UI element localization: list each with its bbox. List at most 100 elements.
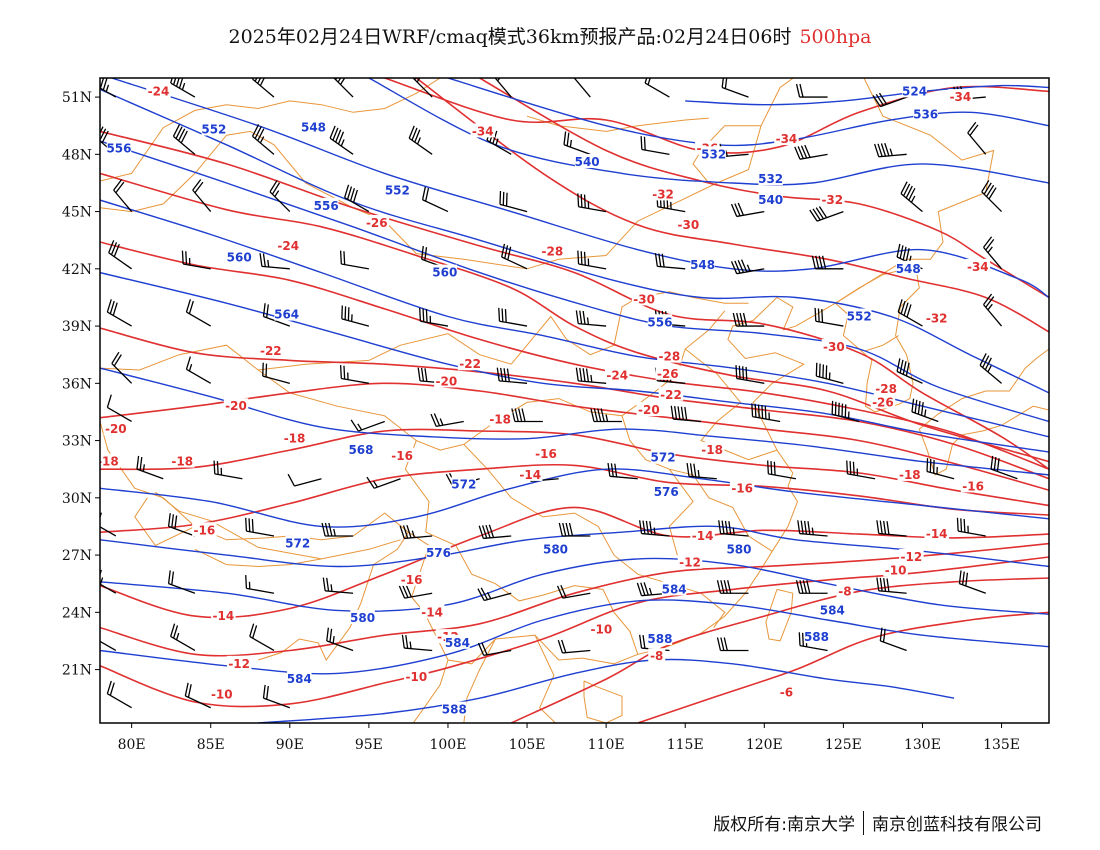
height-label-bg (432, 264, 458, 279)
temperature-contour (100, 463, 1049, 533)
height-label: 576 (654, 485, 679, 499)
lon-tick-label: 90E (276, 737, 304, 753)
wind-barb (558, 522, 591, 537)
temperature-label-bg (146, 83, 171, 98)
height-label: 588 (442, 703, 467, 717)
border-line (684, 348, 778, 461)
wind-barb (716, 637, 749, 652)
wind-barb (113, 179, 133, 212)
temperature-label-bg (883, 562, 908, 577)
wind-barb (321, 522, 354, 537)
wind-barb (797, 520, 828, 537)
title-main: 2025年02月24日WRF/cmaq模式36km预报产品:02月24日06时 (228, 26, 792, 48)
temperature-label-bg (924, 310, 949, 325)
temperature-contour (100, 382, 1049, 491)
copyright-separator (863, 810, 864, 835)
wind-barb (251, 78, 275, 98)
wind-barb (184, 682, 211, 709)
height-label-bg (653, 484, 679, 499)
wind-barb (577, 193, 607, 213)
height-label: 548 (896, 262, 921, 276)
height-contour (685, 84, 1049, 106)
map-frame (99, 77, 1050, 724)
temperature-label: -16 (401, 573, 423, 587)
temperature-label: -14 (213, 609, 235, 623)
temperature-label: -16 (391, 449, 413, 463)
temperature-label: -22 (260, 344, 282, 358)
wind-barb (100, 569, 117, 594)
temperature-label-bg (100, 453, 121, 468)
temperature-label-bg (589, 621, 614, 636)
temperature-label-bg (960, 478, 986, 493)
wind-barb (100, 633, 117, 652)
wind-barb (251, 124, 275, 155)
temperature-label: -8 (838, 584, 851, 598)
wind-barb (262, 684, 291, 709)
temperature-label-bg (364, 215, 390, 230)
height-label-bg (804, 629, 829, 644)
temperature-label-bg (658, 386, 684, 401)
height-label-bg (661, 581, 687, 596)
border-line (463, 638, 496, 723)
wind-barb (106, 299, 132, 327)
height-label-bg (647, 314, 673, 329)
temperature-contour (479, 78, 1049, 299)
temperature-label: -26 (366, 216, 388, 230)
temperature-label: -20 (225, 399, 247, 413)
height-contour (100, 367, 1049, 476)
height-label: 552 (847, 310, 872, 324)
height-contour (100, 468, 1049, 528)
copyright-footer: 版权所有:南京大学 南京创蓝科技有限公司 (713, 810, 1042, 835)
temperature-contour (100, 542, 1049, 657)
temperature-label-bg (258, 342, 284, 357)
wind-barb (575, 367, 607, 384)
temperature-label: -32 (821, 193, 843, 207)
height-label: 552 (385, 184, 410, 198)
temperature-label-bg (650, 186, 676, 201)
temperature-label: -30 (678, 218, 700, 232)
lat-tick-label: 48N (62, 147, 92, 163)
temperature-label-bg (821, 339, 847, 354)
border-line (865, 335, 899, 352)
temperature-label: -16 (194, 523, 216, 537)
temperature-label: -24 (148, 84, 170, 98)
height-label-bg (820, 602, 845, 617)
height-contour (100, 88, 1049, 394)
temperature-label-bg (631, 291, 657, 306)
copyright-right: 南京创蓝科技有限公司 (872, 815, 1042, 835)
border-line (668, 468, 694, 556)
wind-barb (249, 623, 275, 652)
height-label-bg (451, 476, 477, 491)
height-label: 540 (758, 193, 783, 207)
height-label-bg (274, 306, 299, 321)
temperature-label: -24 (606, 369, 628, 383)
lat-tick-label: 45N (62, 205, 92, 221)
temperature-label-bg (192, 522, 217, 537)
temperature-label: -30 (633, 292, 655, 306)
temperature-label: -26 (657, 367, 679, 381)
wind-barb (979, 353, 1002, 384)
wind-barb (259, 253, 290, 270)
temperature-label-bg (774, 131, 799, 146)
border-line (425, 531, 604, 602)
lat-tick-label: 51N (62, 90, 92, 106)
wind-barb (511, 408, 543, 423)
wind-barb (185, 299, 212, 327)
plot-area: -24-34-36-34-34-32-32-30-28-26-24-30-34-… (100, 78, 1049, 723)
height-label-bg (442, 701, 467, 716)
wind-barb (262, 362, 290, 384)
temperature-label-bg (226, 655, 252, 670)
height-label-bg (913, 106, 938, 121)
border-line (583, 680, 623, 723)
wind-barb (958, 570, 986, 594)
temperature-label: -8 (650, 649, 663, 663)
lat-tick-label: 30N (62, 491, 92, 507)
wind-barb (874, 142, 907, 158)
wind-barb (767, 460, 797, 480)
temperature-label-bg (517, 466, 543, 481)
height-label: 556 (106, 142, 131, 156)
height-label: 588 (647, 632, 672, 646)
wind-barb (983, 236, 1003, 270)
temperature-label: -18 (284, 432, 306, 446)
lon-tick-label: 100E (429, 737, 466, 753)
